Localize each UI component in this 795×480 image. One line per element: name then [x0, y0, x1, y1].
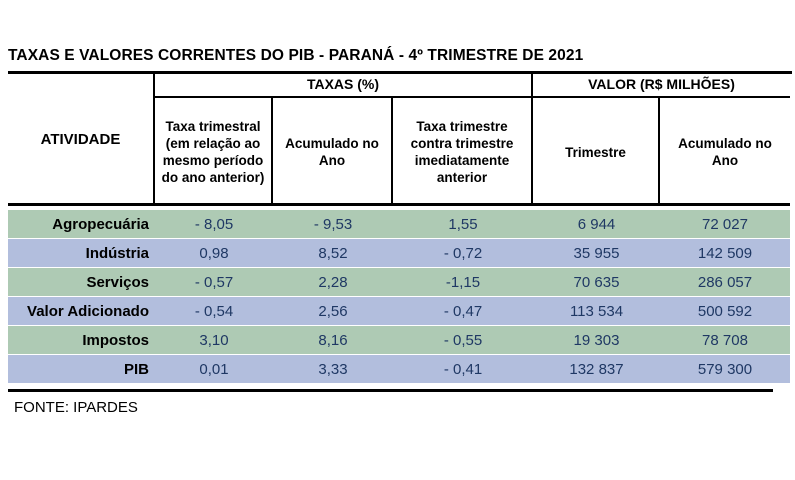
- value-cell: - 0,57: [194, 273, 234, 291]
- header-cell-acumulado-ano-valor: Acumulado no Ano: [678, 136, 772, 168]
- value-cell: 8,16: [318, 331, 348, 349]
- value-cell: 35 955: [573, 244, 620, 262]
- value-cell: 70 635: [573, 273, 620, 291]
- activity-label: Indústria: [85, 244, 149, 262]
- value-cell: 3,33: [318, 360, 348, 378]
- header-cell-trimestre: Trimestre: [533, 98, 660, 206]
- value-cell: 2,28: [318, 273, 348, 291]
- value-cell: 3,10: [199, 331, 229, 349]
- value-cell: - 0,41: [443, 360, 483, 378]
- table-title: TAXAS E VALORES CORRENTES DO PIB - PARAN…: [8, 47, 792, 74]
- value-cell: - 9,53: [313, 215, 353, 233]
- table-row-impostos: Impostos 3,10 8,16 - 0,55 19 303 78 708: [8, 326, 790, 354]
- table-bottom-rule: [8, 389, 773, 392]
- value-cell: 142 509: [697, 244, 753, 262]
- table-header: ATIVIDADE TAXAS (%) VALOR (R$ MILHÕES) T…: [8, 72, 790, 206]
- table-row-industria: Indústria 0,98 8,52 - 0,72 35 955 142 50…: [8, 239, 790, 267]
- value-cell: 579 300: [697, 360, 753, 378]
- value-cell: 113 534: [569, 302, 624, 320]
- value-cell: 0,98: [199, 244, 229, 262]
- value-cell: 286 057: [697, 273, 753, 291]
- value-cell: 500 592: [697, 302, 753, 320]
- value-cell: 19 303: [573, 331, 620, 349]
- table-row-agropecuaria: Agropecuária - 8,05 - 9,53 1,55 6 944 72…: [8, 210, 790, 238]
- activity-label: Valor Adicionado: [27, 302, 149, 320]
- header-cell-taxa-trimestral: Taxa trimestral (em relação ao mesmo per…: [155, 98, 273, 206]
- value-cell: - 0,54: [194, 302, 234, 320]
- activity-label: PIB: [123, 360, 149, 378]
- source-note: FONTE: IPARDES: [14, 399, 138, 416]
- value-cell: 6 944: [577, 215, 616, 233]
- activity-label: Serviços: [86, 273, 149, 291]
- header-cell-acumulado-ano-taxa: Acumulado no Ano: [273, 98, 393, 206]
- activity-label: Impostos: [82, 331, 149, 349]
- header-cell-atividade: ATIVIDADE: [8, 72, 155, 206]
- value-cell: - 0,47: [443, 302, 483, 320]
- table-body: Agropecuária - 8,05 - 9,53 1,55 6 944 72…: [8, 210, 790, 384]
- value-cell: - 0,72: [443, 244, 483, 262]
- value-cell: 132 837: [569, 360, 624, 378]
- value-cell: 0,01: [199, 360, 229, 378]
- group-header-valor: VALOR (R$ MILHÕES): [533, 72, 790, 98]
- value-cell: -1,15: [445, 273, 481, 291]
- value-cell: 2,56: [318, 302, 348, 320]
- header-cell-taxa-trimestre-anterior: Taxa trimestre contra trimestre imediata…: [393, 98, 533, 206]
- value-cell: 78 708: [702, 331, 748, 349]
- value-cell: - 8,05: [194, 215, 234, 233]
- value-cell: 1,55: [448, 215, 478, 233]
- value-cell: 8,52: [318, 244, 348, 262]
- table-row-valor-adicionado: Valor Adicionado - 0,54 2,56 - 0,47 113 …: [8, 297, 790, 325]
- activity-label: Agropecuária: [52, 215, 149, 233]
- value-cell: - 0,55: [443, 331, 483, 349]
- table-row-pib: PIB 0,01 3,33 - 0,41 132 837 579 300: [8, 355, 790, 383]
- value-cell: 72 027: [702, 215, 748, 233]
- table-row-servicos: Serviços - 0,57 2,28 -1,15 70 635 286 05…: [8, 268, 790, 296]
- group-header-taxas: TAXAS (%): [155, 72, 533, 98]
